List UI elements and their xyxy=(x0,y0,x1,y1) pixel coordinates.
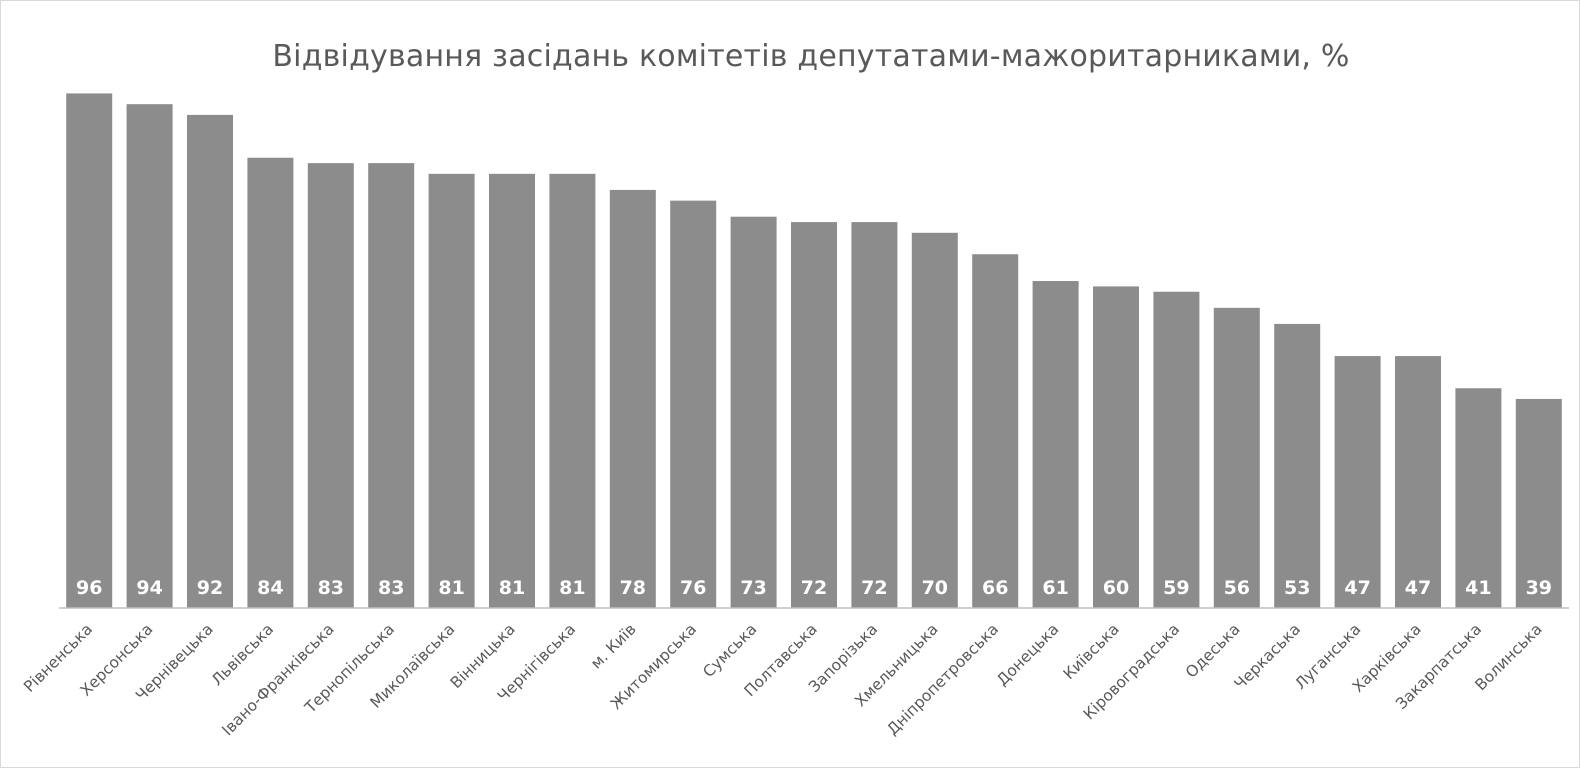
bar-value-label: 47 xyxy=(1405,577,1431,599)
bar-1 xyxy=(66,93,113,608)
bar-value-label: 59 xyxy=(1163,577,1189,599)
bar-13 xyxy=(791,222,837,608)
bar-value-label: 83 xyxy=(318,577,344,599)
bar-value-label: 60 xyxy=(1103,577,1129,599)
bar-value-label: 72 xyxy=(861,577,887,599)
bar-value-label: 73 xyxy=(740,577,766,599)
bar-value-label: 78 xyxy=(620,577,646,599)
bar-value-label: 92 xyxy=(197,577,223,599)
bar-value-label: 83 xyxy=(378,577,404,599)
bar-14 xyxy=(851,222,898,608)
bar-22 xyxy=(1334,356,1381,608)
category-label: Сумська xyxy=(699,620,760,681)
category-label: Донецька xyxy=(993,620,1062,689)
bar-value-label: 96 xyxy=(76,577,102,599)
bar-20 xyxy=(1213,307,1260,608)
bar-value-label: 61 xyxy=(1042,577,1068,599)
bar-value-label: 84 xyxy=(257,577,283,599)
bar-value-label: 72 xyxy=(801,577,827,599)
bar-value-label: 81 xyxy=(499,577,525,599)
category-label: Дніпропетровська xyxy=(883,620,1002,739)
category-label: Івано-Франківська xyxy=(218,620,337,739)
bars-layer xyxy=(66,93,1562,609)
bar-19 xyxy=(1153,291,1200,608)
category-label: м. Київ xyxy=(587,620,639,672)
bar-21 xyxy=(1274,323,1321,608)
bar-18 xyxy=(1093,286,1139,608)
bar-7 xyxy=(428,173,475,608)
bar-6 xyxy=(368,163,415,608)
category-label: Київська xyxy=(1060,620,1123,683)
bar-value-label: 81 xyxy=(438,577,464,599)
bar-value-label: 70 xyxy=(922,577,948,599)
bar-17 xyxy=(1032,281,1079,608)
bar-value-label: 53 xyxy=(1284,577,1310,599)
bar-15 xyxy=(911,232,958,609)
bar-9 xyxy=(549,173,596,608)
bar-value-label: 56 xyxy=(1224,577,1250,599)
bar-value-label: 47 xyxy=(1344,577,1370,599)
bar-24 xyxy=(1455,388,1502,608)
bar-5 xyxy=(307,163,354,608)
bar-8 xyxy=(489,173,535,608)
bar-10 xyxy=(609,189,656,609)
bar-value-label: 41 xyxy=(1465,577,1491,599)
bar-23 xyxy=(1395,356,1441,608)
bar-2 xyxy=(126,104,173,608)
bar-25 xyxy=(1515,398,1562,608)
bar-4 xyxy=(247,157,294,608)
bar-3 xyxy=(187,114,233,608)
bar-value-label: 76 xyxy=(680,577,706,599)
bar-value-label: 66 xyxy=(982,577,1008,599)
bar-16 xyxy=(972,254,1019,609)
bar-12 xyxy=(730,216,777,608)
bar-value-label: 94 xyxy=(136,577,162,599)
category-label: Одеська xyxy=(1182,620,1244,682)
bar-11 xyxy=(670,200,717,608)
bar-value-label: 81 xyxy=(559,577,585,599)
chart-title: Відвідування засідань комітетів депутата… xyxy=(272,39,1350,74)
bar-value-label: 39 xyxy=(1526,577,1552,599)
